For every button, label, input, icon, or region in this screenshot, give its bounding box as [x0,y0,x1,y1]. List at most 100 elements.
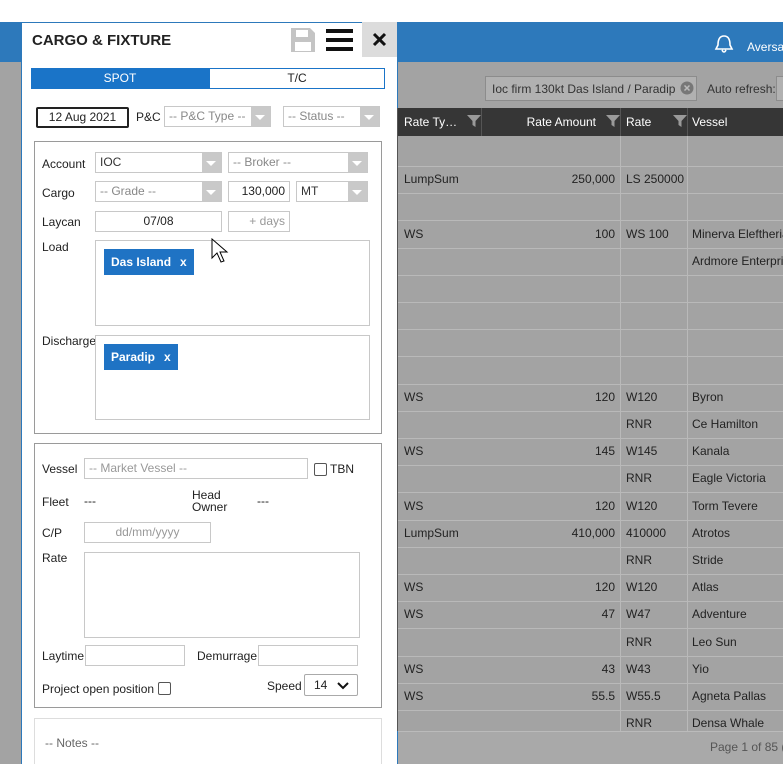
grid-cell: 120 [594,390,615,404]
unit-select[interactable]: MT [296,181,368,202]
row-line [397,275,783,276]
port-chip: Das Island x [104,249,194,275]
row-line [397,166,783,167]
grid-cell[interactable]: Atlas [692,580,719,594]
column-divider [687,108,688,136]
row-line [397,356,783,357]
auto-refresh-label: Auto refresh: [707,82,776,96]
laytime-input[interactable] [85,645,185,666]
grade-text: -- Grade -- [100,184,157,198]
column-line [687,136,688,731]
grid-cell[interactable]: Atrotos [692,526,731,540]
grid-cell: W145 [626,444,658,458]
save-icon[interactable] [290,27,316,53]
column-divider [481,108,482,136]
chevron [337,682,349,690]
tab-spot[interactable]: SPOT [31,68,209,89]
grid-cell[interactable]: Densa Whale [692,716,765,730]
grid-cell[interactable]: Byron [692,390,724,404]
grid-cell: LumpSum [404,172,459,186]
date-input[interactable]: 12 Aug 2021 [36,107,129,128]
grid-cell[interactable]: Stride [692,553,724,567]
row-line [397,248,783,249]
filter-input[interactable]: Ioc firm 130kt Das Island / Paradip [485,76,697,101]
grid-cell: 120 [594,499,615,513]
broker-select[interactable]: -- Broker -- [228,152,368,173]
row-line [397,574,783,575]
pc-type-select[interactable]: -- P&C Type -- [164,106,271,127]
column-header[interactable]: Rate Ty… [404,115,458,129]
browser-strip [0,0,783,22]
load-label: Load [42,240,69,254]
rate-input[interactable] [84,552,360,638]
broker-text: -- Broker -- [233,155,291,169]
tab-tc[interactable]: T/C [209,68,385,89]
grid-cell[interactable]: Ardmore Enterprise [692,254,783,268]
laycan-input[interactable]: 07/08 [95,211,222,232]
filter-icon[interactable] [467,114,481,128]
filter-icon[interactable] [673,114,687,128]
filter-text: Ioc firm 130kt Das Island / Paradip [492,82,676,96]
status-select[interactable]: -- Status -- [283,106,380,127]
grid-cell: 410000 [626,526,667,540]
days-input[interactable]: + days [228,211,290,232]
grid-cell[interactable]: Leo Sun [692,635,737,649]
auto-refresh-box[interactable] [776,76,783,101]
grid-cell: W120 [626,580,658,594]
grade-select[interactable]: -- Grade -- [95,181,222,202]
unit-text: MT [301,184,319,198]
clear-filter-icon[interactable] [680,81,694,95]
menu-icon[interactable] [326,28,353,52]
funnel [467,115,481,127]
row-line [397,220,783,221]
column-header[interactable]: Rate Amount [526,115,596,129]
vessel-label: Vessel [42,462,78,476]
load-ports[interactable]: Das Island x [95,240,370,326]
vessel-input[interactable]: -- Market Vessel -- [84,458,308,479]
grid-cell[interactable]: Minerva Eleftheria [692,227,783,241]
filter-icon[interactable] [606,114,620,128]
funnel [606,115,620,127]
row-line [397,465,783,466]
row-line [397,302,783,303]
cp-input[interactable]: dd/mm/yyyy [84,522,211,543]
remove-port[interactable]: x [180,255,187,269]
row-line [397,438,783,439]
user-name: Aversa [747,40,783,54]
panel-title: CARGO & FIXTURE [32,32,172,49]
grid-cell[interactable]: Yio [692,662,709,676]
grid-cell: RNR [626,716,652,730]
discharge-ports[interactable]: Paradip x [95,335,370,420]
close-button[interactable] [362,22,397,57]
account-select[interactable]: IOC [95,152,222,173]
bell-icon[interactable] [713,33,735,55]
row-line [397,683,783,684]
port-name: Paradip [111,350,156,364]
column-header[interactable]: Vessel [692,115,728,129]
column-header[interactable]: Rate [626,115,652,129]
grid-cell: 55.5 [591,689,615,703]
speed-select[interactable]: 14 [304,674,358,696]
remove-port[interactable]: x [164,350,171,364]
grid-cell[interactable]: Ce Hamilton [692,417,759,431]
grid-cell[interactable]: Torm Tevere [692,499,758,513]
grid-cell[interactable]: Kanala [692,444,730,458]
cargo-label: Cargo [42,186,75,200]
grid-cell: W120 [626,499,658,513]
row-line [397,411,783,412]
demurrage-input[interactable] [258,645,358,666]
quantity-input[interactable]: 130,000 [228,181,290,202]
tbn-label: TBN [330,462,354,476]
column-divider [620,108,621,136]
grid-cell[interactable]: Eagle Victoria [692,471,766,485]
grid-cell: 410,000 [571,526,615,540]
row-line [397,384,783,385]
tbn-checkbox[interactable] [314,463,327,476]
row-line [397,329,783,330]
speed-label: Speed [267,679,302,693]
notes-placeholder: -- Notes -- [45,736,99,750]
notes-box[interactable] [34,718,382,764]
grid-cell[interactable]: Adventure [692,607,747,621]
grid-cell[interactable]: Agneta Pallas [692,689,767,703]
open-position-checkbox[interactable] [158,682,171,695]
